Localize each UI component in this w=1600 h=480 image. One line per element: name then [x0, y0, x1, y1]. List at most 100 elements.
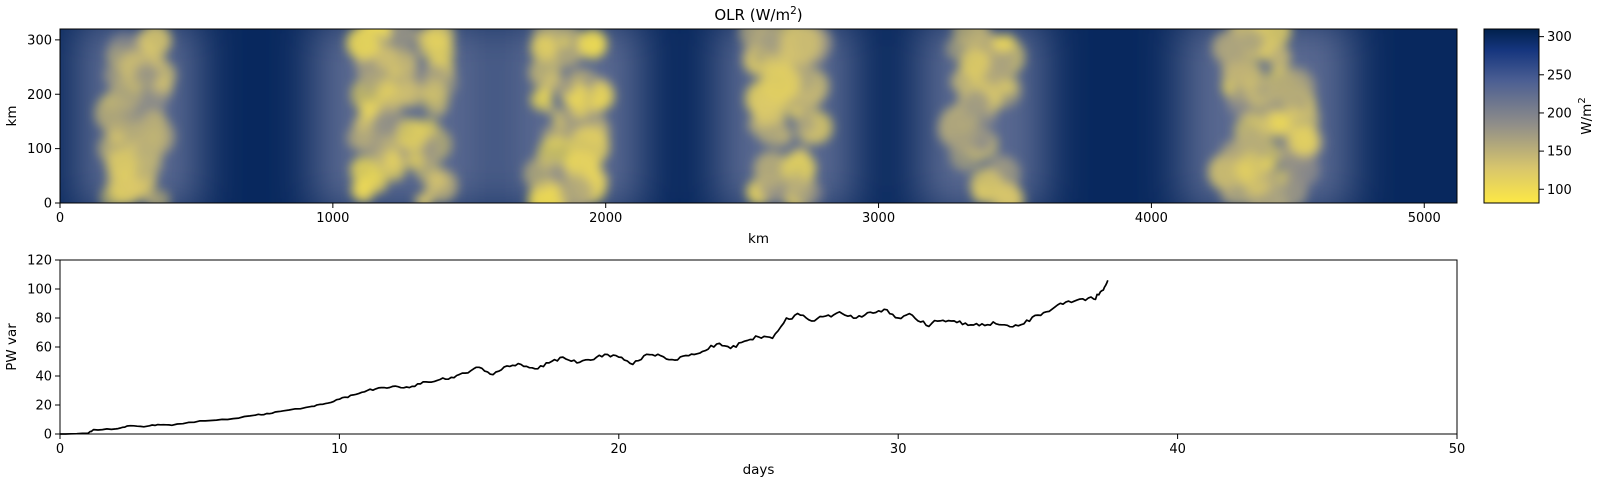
olr-cloud-cell	[346, 125, 373, 151]
pw-var-y-axis-label: PW var	[4, 323, 20, 371]
olr-cloud-cell	[430, 172, 448, 190]
olr-cloud-cell	[764, 120, 793, 149]
olr-cloud-cell	[578, 29, 608, 59]
colorbar-label: W/m2	[1577, 97, 1595, 134]
olr-cloud-cell	[141, 87, 168, 114]
olr-cloud-cell	[994, 183, 1023, 203]
olr-colorbar: 100 150 200 250 300 W/m2	[1483, 28, 1595, 204]
olr-cloud-cell	[1000, 79, 1017, 96]
olr-cloud-cell	[396, 118, 429, 151]
pw-var-x-tick-label: 0	[56, 442, 64, 457]
olr-cloud-cell	[530, 88, 553, 111]
olr-cloud-cell	[396, 79, 424, 108]
olr-cloud-cell	[1243, 30, 1266, 52]
olr-cloud-cell	[406, 150, 426, 171]
olr-cloud-cell	[1284, 152, 1320, 187]
olr-cloud-cell	[530, 34, 558, 62]
olr-cloud-cell	[1288, 125, 1320, 156]
olr-cloud-cell	[346, 29, 380, 61]
pw-var-y-tick-label: 80	[35, 312, 52, 327]
olr-x-tick-label: 5000	[1408, 211, 1441, 226]
olr-cloud-cell	[1268, 45, 1292, 69]
olr-x-tick-label: 2000	[589, 211, 622, 226]
pw-var-y-tick-label: 40	[35, 370, 52, 385]
olr-cloud-cell	[350, 156, 379, 185]
pw-var-x-tick-label: 20	[611, 442, 628, 457]
colorbar-axis: 100 150 200 250 300	[1539, 30, 1572, 198]
olr-cloud-cell	[1248, 49, 1260, 61]
olr-cloud-cell	[753, 48, 769, 64]
olr-x-axis: 0 1000 2000 3000 4000 5000	[56, 203, 1441, 226]
olr-cloud-cell	[359, 100, 378, 118]
pw-var-y-axis: 0 20 40 60 80 100 120	[27, 254, 60, 443]
colorbar-tick-label: 250	[1547, 68, 1572, 83]
olr-field	[60, 29, 1457, 203]
olr-cloud-cell	[974, 133, 993, 152]
olr-y-tick-label: 200	[27, 88, 52, 103]
olr-cloud-cell	[784, 174, 808, 198]
olr-cloud-cell	[1269, 111, 1290, 132]
olr-cloud-cell	[353, 115, 369, 132]
olr-cloud-cell	[351, 178, 374, 201]
olr-y-tick-label: 0	[44, 197, 52, 212]
olr-cloud-cell	[1296, 99, 1311, 114]
olr-cloud-cell	[426, 38, 456, 67]
olr-cloud-cell	[391, 29, 417, 46]
olr-cloud-cell	[1255, 80, 1274, 99]
olr-cloud-cell	[557, 173, 594, 203]
olr-cloud-cell	[777, 80, 794, 97]
olr-y-axis: 0 100 200 300	[27, 33, 60, 212]
olr-cloud-cell	[1261, 157, 1274, 170]
colorbar-tick-label: 100	[1547, 183, 1572, 198]
olr-cloud-cell	[547, 162, 568, 183]
olr-cloud-cell	[950, 71, 971, 93]
olr-plot-frame	[59, 28, 1458, 204]
olr-cloud-cell	[795, 114, 816, 134]
olr-cloud-cell	[952, 29, 989, 49]
olr-cloud-cell	[381, 155, 400, 174]
olr-cloud-cell	[583, 92, 595, 105]
olr-x-tick-label: 1000	[316, 211, 349, 226]
olr-cloud-cell	[544, 29, 586, 69]
colorbar-tick-label: 150	[1547, 145, 1572, 160]
olr-cloud-cell	[523, 157, 558, 191]
olr-cloud-cell	[780, 29, 822, 64]
olr-cloud-cell	[571, 100, 590, 119]
pw-var-x-axis-label: days	[743, 462, 775, 478]
olr-cloud-cell	[991, 154, 1013, 177]
pw-var-y-tick-label: 60	[35, 341, 52, 356]
pw-var-x-tick-label: 10	[331, 442, 348, 457]
colorbar-tick-label: 200	[1547, 106, 1572, 121]
olr-cloud-cell	[388, 66, 400, 78]
olr-cloud-cell	[431, 102, 446, 117]
pw-var-x-tick-label: 30	[890, 442, 907, 457]
olr-cloud-cell	[139, 29, 172, 57]
olr-title: OLR (W/m2)	[714, 5, 802, 24]
pw-var-x-tick-label: 40	[1169, 442, 1186, 457]
pw-var-y-tick-label: 20	[35, 399, 52, 414]
olr-cloud-cell	[1211, 30, 1246, 65]
olr-cloud-cell	[1274, 67, 1316, 109]
pw-var-y-tick-label: 100	[27, 283, 52, 298]
olr-cloud-cell	[106, 149, 138, 181]
pw-var-x-axis: 0 10 20 30 40 50	[56, 434, 1465, 457]
olr-cloud-cell	[134, 62, 159, 88]
olr-cloud-cell	[423, 64, 458, 100]
olr-y-axis-label: km	[4, 106, 20, 127]
colorbar-tick-label: 300	[1547, 30, 1572, 45]
olr-cloud-cell	[372, 111, 398, 137]
olr-cloud-cell	[961, 89, 990, 119]
colorbar-frame	[1483, 28, 1540, 204]
pw-var-series-line	[60, 279, 1109, 435]
olr-cloud-cell	[937, 109, 979, 151]
olr-cloud-cell	[757, 171, 778, 192]
olr-convection-layer	[94, 29, 1326, 203]
olr-x-tick-label: 0	[56, 211, 64, 226]
olr-cloud-cell	[1226, 183, 1250, 203]
pw-var-y-tick-label: 0	[44, 428, 52, 443]
pw-var-plot-frame	[59, 259, 1458, 435]
olr-cloud-cell	[1219, 140, 1244, 165]
colorbar-gradient	[1484, 29, 1539, 203]
olr-x-axis-label: km	[748, 231, 769, 247]
olr-y-tick-label: 300	[27, 33, 52, 48]
